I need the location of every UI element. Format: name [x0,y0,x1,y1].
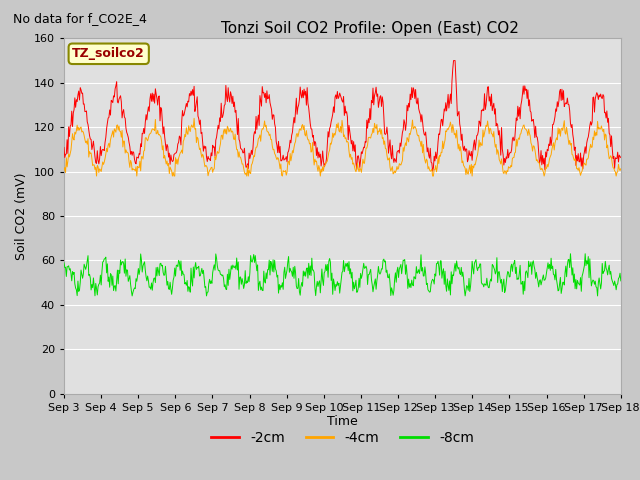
Legend: -2cm, -4cm, -8cm: -2cm, -4cm, -8cm [205,425,479,451]
Y-axis label: Soil CO2 (mV): Soil CO2 (mV) [15,172,28,260]
X-axis label: Time: Time [327,415,358,429]
Text: No data for f_CO2E_4: No data for f_CO2E_4 [13,12,147,25]
Title: Tonzi Soil CO2 Profile: Open (East) CO2: Tonzi Soil CO2 Profile: Open (East) CO2 [221,21,519,36]
Text: TZ_soilco2: TZ_soilco2 [72,47,145,60]
